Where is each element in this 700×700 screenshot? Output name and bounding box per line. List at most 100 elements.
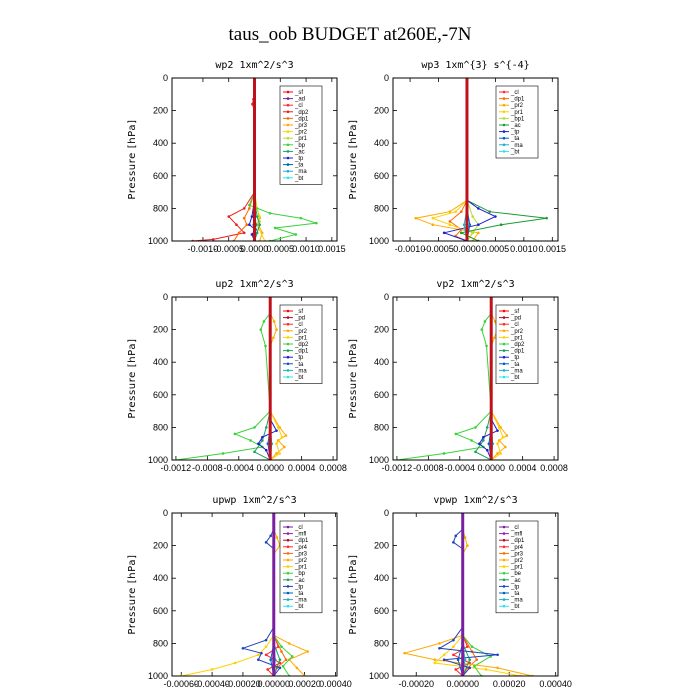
series-point <box>487 442 491 446</box>
legend-entry: _ma <box>510 598 523 604</box>
series-point <box>505 434 509 437</box>
y-tick-label: 600 <box>153 606 168 616</box>
y-tick-label: 600 <box>153 171 168 181</box>
series-point <box>295 666 299 670</box>
legend-marker <box>502 309 506 313</box>
y-tick-label: 1000 <box>148 671 168 681</box>
series-point <box>255 231 259 235</box>
legend-entry: _pr2 <box>294 558 308 564</box>
series-point <box>468 658 471 661</box>
legend-marker <box>502 355 506 359</box>
series-point <box>211 238 215 241</box>
series-point <box>482 435 485 439</box>
series-point <box>278 452 281 455</box>
series-point <box>278 666 282 670</box>
series-line-dp2 <box>396 312 492 460</box>
x-tick-label: 0.0000 <box>453 244 481 254</box>
series-point <box>264 653 268 657</box>
series-point <box>496 442 499 446</box>
y-tick-label: 200 <box>374 106 389 116</box>
legend-marker <box>502 103 506 107</box>
series-point <box>278 658 282 661</box>
series-point <box>452 645 455 648</box>
legend-marker <box>502 369 506 372</box>
series-point <box>281 664 285 668</box>
series-point <box>242 216 246 220</box>
series-point <box>280 645 283 648</box>
y-tick-label: 200 <box>374 325 389 335</box>
series-point <box>280 435 284 439</box>
legend-entry: _tp <box>294 355 304 361</box>
legend-entry: _ac <box>510 123 521 129</box>
legend-entry: _pr3 <box>294 551 308 557</box>
legend: _sf_pd_cl_pr2_pr1_dp2_dp1_tp_ta_ma_bt <box>495 304 539 384</box>
legend-entry: _pd <box>294 316 305 322</box>
legend-marker <box>502 136 506 140</box>
legend-entry: _ta <box>510 591 520 597</box>
legend-entry: _sf <box>510 309 519 315</box>
series-point <box>471 215 474 218</box>
series-line-dp1 <box>253 410 271 460</box>
series-point <box>299 216 303 220</box>
series-group <box>413 78 548 241</box>
series-point <box>264 448 268 452</box>
series-point <box>315 221 318 225</box>
y-tick-label: 1000 <box>148 236 168 246</box>
legend-entry: _pd <box>510 316 521 322</box>
legend-entry: _bt <box>510 149 520 155</box>
legend: _sf_ad_cl_dp2_dp1_pr3_pr2_pr1_bp_ac_tp_t… <box>279 85 323 185</box>
series-point <box>268 211 272 215</box>
legend-marker <box>286 176 290 180</box>
series-point <box>496 653 499 657</box>
series-point <box>280 650 283 653</box>
series-point <box>264 344 267 348</box>
legend-marker <box>502 545 506 549</box>
y-tick-label: 1000 <box>369 455 389 465</box>
legend-marker <box>286 309 290 313</box>
legend-entry: _dp1 <box>294 116 309 122</box>
series-point <box>253 426 256 429</box>
series-point <box>448 220 452 223</box>
y-tick-label: 1000 <box>148 455 168 465</box>
series-point <box>452 653 455 657</box>
series-point <box>233 661 237 665</box>
series-point <box>482 439 485 442</box>
panel-1: wp2 1xm^2/s^3 Pressure [hPa] 0 200 400 600 800… <box>127 60 346 254</box>
x-tick-label: 0.0008 <box>540 463 568 473</box>
y-tick-label: 600 <box>153 390 168 400</box>
y-tick-label: 400 <box>374 357 389 367</box>
legend-entry: _pr2 <box>294 329 308 335</box>
y-tick-label: 1000 <box>369 236 389 246</box>
series-point <box>269 658 272 661</box>
series-point <box>275 442 278 446</box>
series-point <box>442 658 446 661</box>
legend-entry: _pr2 <box>294 130 308 136</box>
legend: _sf_pd_cl_pr2_pr1_dp2_dp1_tp_ta_ma_bt <box>279 304 323 384</box>
legend-entry: _cl <box>510 90 519 96</box>
series-point <box>242 231 246 235</box>
series-group <box>174 297 288 460</box>
series-point <box>210 668 214 671</box>
legend-marker <box>286 163 290 166</box>
series-line-dp2 <box>192 94 255 241</box>
series-point <box>266 668 269 671</box>
legend-entry: _be <box>510 571 522 577</box>
legend: _cl_mfl_dp1_pr4_pr3_pr2_pr1_be_ac_tp_ta_… <box>495 520 539 614</box>
y-tick-label: 0 <box>163 508 168 518</box>
y-tick-label: 0 <box>163 73 168 83</box>
legend-marker <box>286 552 290 555</box>
legend-entry: _pr1 <box>294 335 308 341</box>
series-point <box>257 653 260 657</box>
x-tick-label: -0.0004 <box>445 463 476 473</box>
legend-marker <box>502 525 506 529</box>
series-point <box>452 638 455 642</box>
series-point <box>414 216 418 220</box>
series-point <box>477 207 480 210</box>
legend-marker <box>286 604 290 608</box>
y-tick-label: 800 <box>153 638 168 648</box>
legend: _cl_dp1_pr2_pr1_bp1_ac_tp_ta_ma_bt <box>495 85 539 159</box>
series-point <box>433 661 437 665</box>
legend-marker <box>286 355 290 359</box>
series-point <box>241 646 245 650</box>
series-point <box>275 328 278 331</box>
